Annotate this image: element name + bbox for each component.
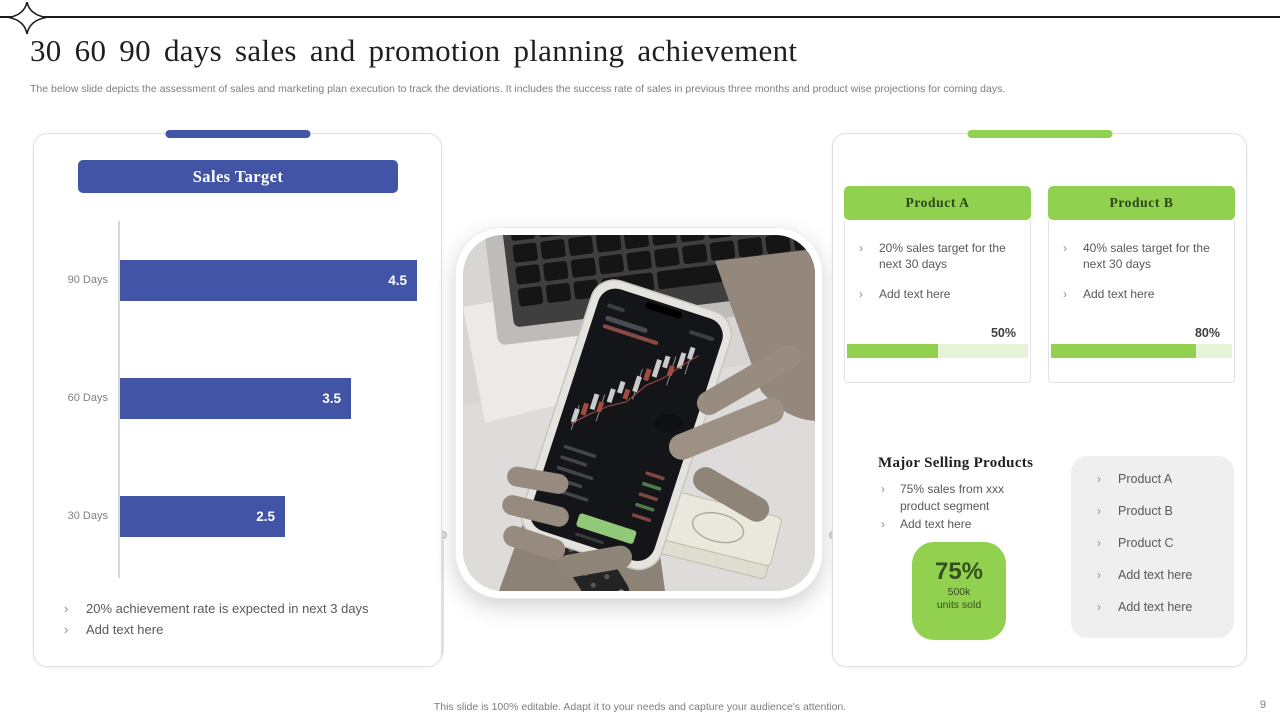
sales-target-panel: Sales Target 90 Days 4.5 60 Days 3.5 30 … [33, 130, 442, 667]
product-a-card: Product A › 20% sales target for the nex… [844, 186, 1031, 383]
product-bullet: › 20% sales target for the next 30 days [859, 240, 1009, 272]
list-item-text: Product C [1118, 536, 1174, 550]
chevron-bullet-icon: › [1097, 504, 1101, 518]
note-item: › Add text here [881, 516, 1031, 533]
green-accent-pill [967, 130, 1112, 138]
product-list-box: › Product A › Product B › Product C › Ad… [1071, 456, 1234, 638]
left-panel-notes: › 20% achievement rate is expected in ne… [64, 598, 424, 640]
candlestick-chart [570, 346, 699, 431]
major-selling-notes: › 75% sales from xxx product segment › A… [881, 481, 1031, 534]
category-label: 30 Days [67, 510, 108, 522]
note-text: 20% achievement rate is expected in next… [86, 601, 369, 616]
chevron-bullet-icon: › [1063, 241, 1067, 255]
center-photo-frame [455, 227, 823, 599]
bar-value-label: 3.5 [322, 391, 341, 406]
chevron-bullet-icon: › [1097, 568, 1101, 582]
progress-bar-fill [847, 344, 938, 358]
chevron-bullet-icon: › [1063, 287, 1067, 301]
bar-30-days: 2.5 [120, 496, 285, 537]
product-b-card: Product B › 40% sales target for the nex… [1048, 186, 1235, 383]
sparkle-icon [8, 1, 47, 35]
left-fingers [502, 466, 633, 578]
product-bullet: › 40% sales target for the next 30 days [1063, 240, 1213, 272]
list-item-text: Add text here [1118, 600, 1193, 614]
bullet-text: 20% sales target for the next 30 days [879, 241, 1006, 271]
chevron-bullet-icon: › [881, 517, 885, 531]
category-label: 60 Days [67, 392, 108, 404]
bar-value-label: 2.5 [256, 509, 275, 524]
bullet-text: 40% sales target for the next 30 days [1083, 241, 1210, 271]
bar-value-label: 4.5 [388, 273, 407, 288]
chevron-bullet-icon: › [64, 622, 69, 637]
badge-line2: units sold [936, 599, 982, 611]
list-item: › Add text here [1097, 591, 1234, 623]
major-selling-heading: Major Selling Products [878, 455, 1034, 471]
chevron-bullet-icon: › [881, 482, 885, 496]
blue-accent-pill [165, 130, 310, 138]
trading-phone-illustration [463, 235, 815, 591]
header-rule-line [0, 16, 1280, 18]
list-item-text: Add text here [1118, 568, 1193, 582]
chart-bar-row: 90 Days 4.5 [34, 260, 441, 301]
buy-button [576, 513, 637, 544]
note-text: 75% sales from xxx product segment [900, 482, 1005, 513]
page-number: 9 [1259, 699, 1266, 711]
footer-note: This slide is 100% editable. Adapt it to… [433, 701, 847, 713]
note-text: Add text here [86, 622, 164, 637]
chevron-bullet-icon: › [64, 601, 69, 616]
chart-bar-row: 30 Days 2.5 [34, 496, 441, 537]
chart-axis [118, 221, 120, 578]
money-bills [647, 489, 782, 579]
chart-bar-row: 60 Days 3.5 [34, 378, 441, 419]
chevron-bullet-icon: › [859, 241, 863, 255]
product-bullet: › Add text here [1063, 286, 1213, 302]
chart-title: Sales Target [78, 160, 398, 193]
bullet-text: Add text here [879, 287, 951, 301]
progress-percent-label: 80% [1194, 326, 1220, 340]
product-a-header: Product A [844, 186, 1031, 220]
list-item: › Add text here [1097, 559, 1234, 591]
bullet-text: Add text here [1083, 287, 1155, 301]
page-title: 30 60 90 days sales and promotion planni… [30, 33, 798, 68]
page-subtitle: The below slide depicts the assessment o… [30, 83, 1006, 95]
list-item: › Product C [1097, 527, 1234, 559]
chevron-bullet-icon: › [859, 287, 863, 301]
note-item: › Add text here [64, 619, 424, 640]
note-item: › 20% achievement rate is expected in ne… [64, 598, 424, 619]
chevron-bullet-icon: › [1097, 472, 1101, 486]
bar-60-days: 3.5 [120, 378, 351, 419]
progress-percent-label: 50% [990, 326, 1016, 340]
note-item: › 75% sales from xxx product segment [881, 481, 1031, 515]
progress-bar-track [847, 344, 1028, 358]
phone [520, 279, 733, 571]
right-hand [654, 249, 815, 522]
product-b-header: Product B [1048, 186, 1235, 220]
note-text: Add text here [900, 517, 972, 531]
product-bullet: › Add text here [859, 286, 1009, 302]
units-sold-badge: 75% 500k units sold [912, 542, 1006, 640]
products-panel: Product A › 20% sales target for the nex… [832, 130, 1247, 667]
chevron-bullet-icon: › [1097, 600, 1101, 614]
chevron-bullet-icon: › [1097, 536, 1101, 550]
center-photo [463, 235, 815, 591]
progress-bar-track [1051, 344, 1232, 358]
list-item: › Product B [1097, 495, 1234, 527]
list-item: › Product A [1097, 463, 1234, 495]
progress-bar-fill [1051, 344, 1196, 358]
badge-line1: 500k [947, 586, 971, 598]
badge-percent: 75% [934, 558, 984, 585]
list-item-text: Product B [1118, 504, 1173, 518]
bar-90-days: 4.5 [120, 260, 417, 301]
list-item-text: Product A [1118, 472, 1173, 486]
category-label: 90 Days [67, 274, 108, 286]
